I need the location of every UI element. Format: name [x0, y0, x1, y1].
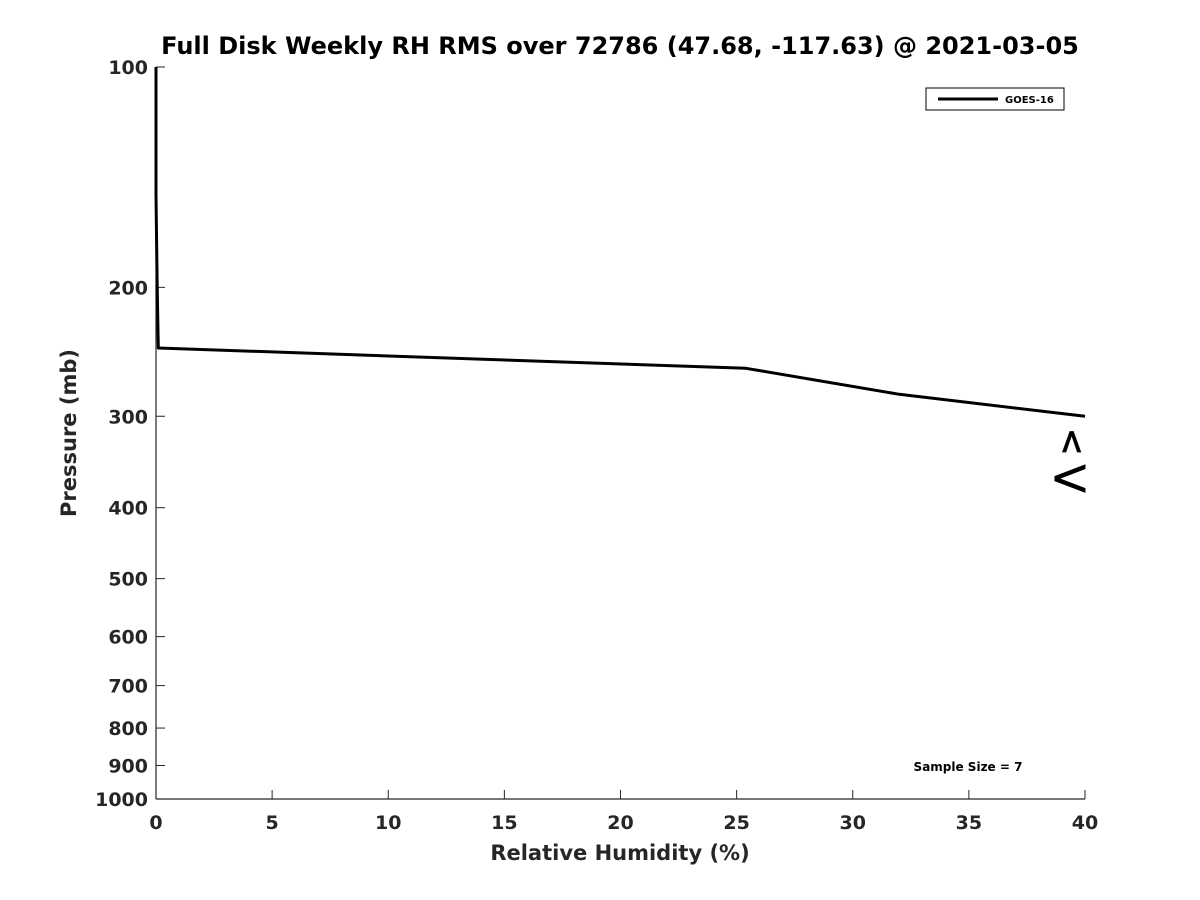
- plot-area: [156, 67, 1085, 799]
- x-tick-label: 20: [607, 812, 633, 834]
- y-tick-label: 300: [108, 406, 148, 428]
- series-layer: [154, 67, 1086, 418]
- legend[interactable]: GOES-16: [925, 87, 1065, 111]
- sample-size-label: Sample Size = 7: [914, 760, 1023, 774]
- y-tick-label: 100: [108, 57, 148, 79]
- series-line-goes-16: [154, 67, 1086, 418]
- y-tick-label: 700: [108, 676, 148, 698]
- x-tick-label: 10: [375, 812, 401, 834]
- offscale-marker: ⋁: [1052, 464, 1092, 493]
- y-axis-label: Pressure (mb): [57, 349, 81, 517]
- y-tick-label: 1000: [95, 789, 148, 811]
- y-tick-label: 500: [108, 569, 148, 591]
- x-axis-label: Relative Humidity (%): [490, 841, 749, 865]
- x-tick-label: 35: [956, 812, 982, 834]
- x-tick-label: 40: [1072, 812, 1098, 834]
- x-tick-label: 0: [149, 812, 162, 834]
- y-tick-label: 600: [108, 627, 148, 649]
- y-tick-label: 200: [108, 277, 148, 299]
- axes: 0 5 10 15 20 25 30 35 40 100 200 300 400 500 600 700 800…: [95, 57, 1098, 834]
- legend-label-goes-16: GOES-16: [1005, 95, 1054, 106]
- y-tick-label: 800: [108, 718, 148, 740]
- x-tick-label: 5: [266, 812, 279, 834]
- x-tick-label: 15: [491, 812, 517, 834]
- y-tick-label: 400: [108, 498, 148, 520]
- offscale-markers: <⋁: [1052, 427, 1092, 493]
- x-tick-label: 25: [723, 812, 749, 834]
- offscale-marker: <: [1052, 427, 1092, 456]
- x-tick-label: 30: [840, 812, 866, 834]
- y-tick-label: 900: [108, 756, 148, 778]
- chart-title: Full Disk Weekly RH RMS over 72786 (47.6…: [161, 32, 1079, 60]
